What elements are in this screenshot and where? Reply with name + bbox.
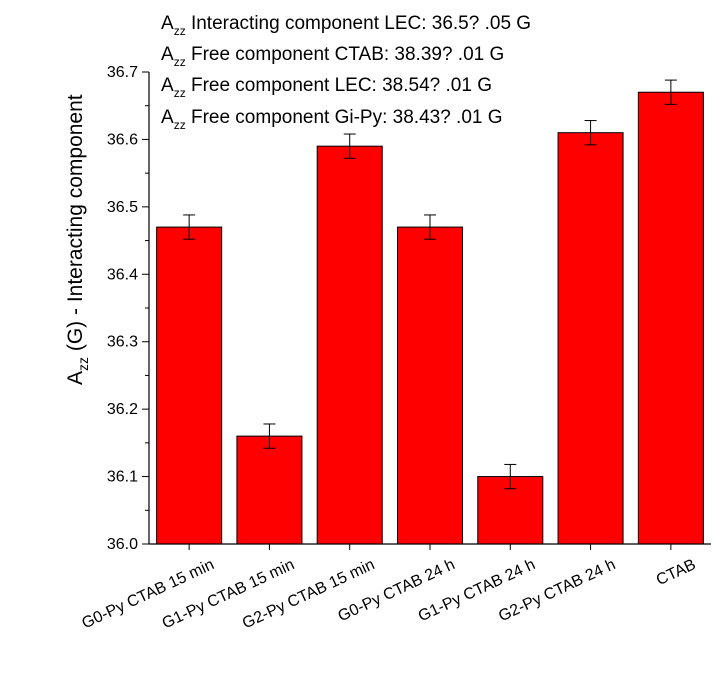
bar [236,435,303,545]
bars-layer [156,91,704,545]
y-tick-label: 36.2 [107,401,138,418]
x-tick-label: CTAB [654,556,699,589]
annotation-free-gipy: Azz Free component Gi-Py: 38.43? .01 G [161,107,503,132]
y-tick-label: 36.3 [107,334,138,351]
y-tick-label: 36.6 [107,131,138,148]
bar [557,132,624,545]
annotation-free-lec: Azz Free component LEC: 38.54? .01 G [161,75,492,100]
error-bars-layer [183,79,677,490]
x-tick-label: G1-Py CTAB 15 min [160,556,297,632]
y-tick-label: 36.0 [107,536,138,553]
x-tick-label: G0-Py CTAB 15 min [79,556,216,632]
bar [156,226,223,545]
bar [637,91,704,545]
bar [396,226,464,545]
axes-layer [142,71,711,550]
y-tick-label: 36.7 [107,64,138,81]
annotation-free-ctab: Azz Free component CTAB: 38.39? .01 G [161,44,504,69]
bar [316,145,383,545]
y-tick-label: 36.4 [107,266,138,283]
y-tick-label: 36.5 [107,199,138,216]
y-tick-label: 36.1 [107,469,138,486]
annotation-interacting-lec: Azz Interacting component LEC: 36.5? .05… [161,13,531,38]
y-axis-title: Azz (G) - Interacting component [64,94,91,385]
x-tick-label: G2-Py CTAB 15 min [240,556,377,632]
